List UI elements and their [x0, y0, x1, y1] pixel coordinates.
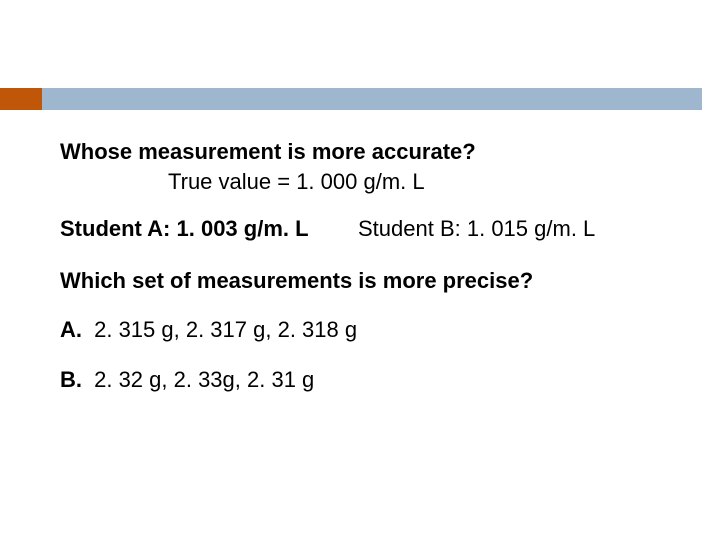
option-a-letter: A.	[60, 317, 82, 342]
student-a-label: Student A:	[60, 216, 170, 241]
question-1: Whose measurement is more accurate?	[60, 138, 680, 166]
option-a: A. 2. 315 g, 2. 317 g, 2. 318 g	[60, 316, 680, 344]
title-bar-accent	[0, 88, 42, 110]
option-b: B. 2. 32 g, 2. 33g, 2. 31 g	[60, 366, 680, 394]
option-b-text: 2. 32 g, 2. 33g, 2. 31 g	[88, 367, 314, 392]
title-bar	[0, 88, 720, 110]
students-row: Student A: 1. 003 g/m. L Student B: 1. 0…	[60, 215, 680, 243]
option-a-text: 2. 315 g, 2. 317 g, 2. 318 g	[88, 317, 357, 342]
student-a: Student A: 1. 003 g/m. L	[60, 215, 358, 243]
slide-content: Whose measurement is more accurate? True…	[60, 138, 680, 415]
student-b: Student B: 1. 015 g/m. L	[358, 215, 595, 243]
question-1-subtext: True value = 1. 000 g/m. L	[168, 168, 680, 196]
student-b-value: : 1. 015 g/m. L	[455, 216, 596, 241]
student-b-label: Student B	[358, 216, 455, 241]
option-b-letter: B.	[60, 367, 82, 392]
title-bar-main	[42, 88, 702, 110]
question-2: Which set of measurements is more precis…	[60, 267, 680, 295]
student-a-value: 1. 003 g/m. L	[170, 216, 308, 241]
